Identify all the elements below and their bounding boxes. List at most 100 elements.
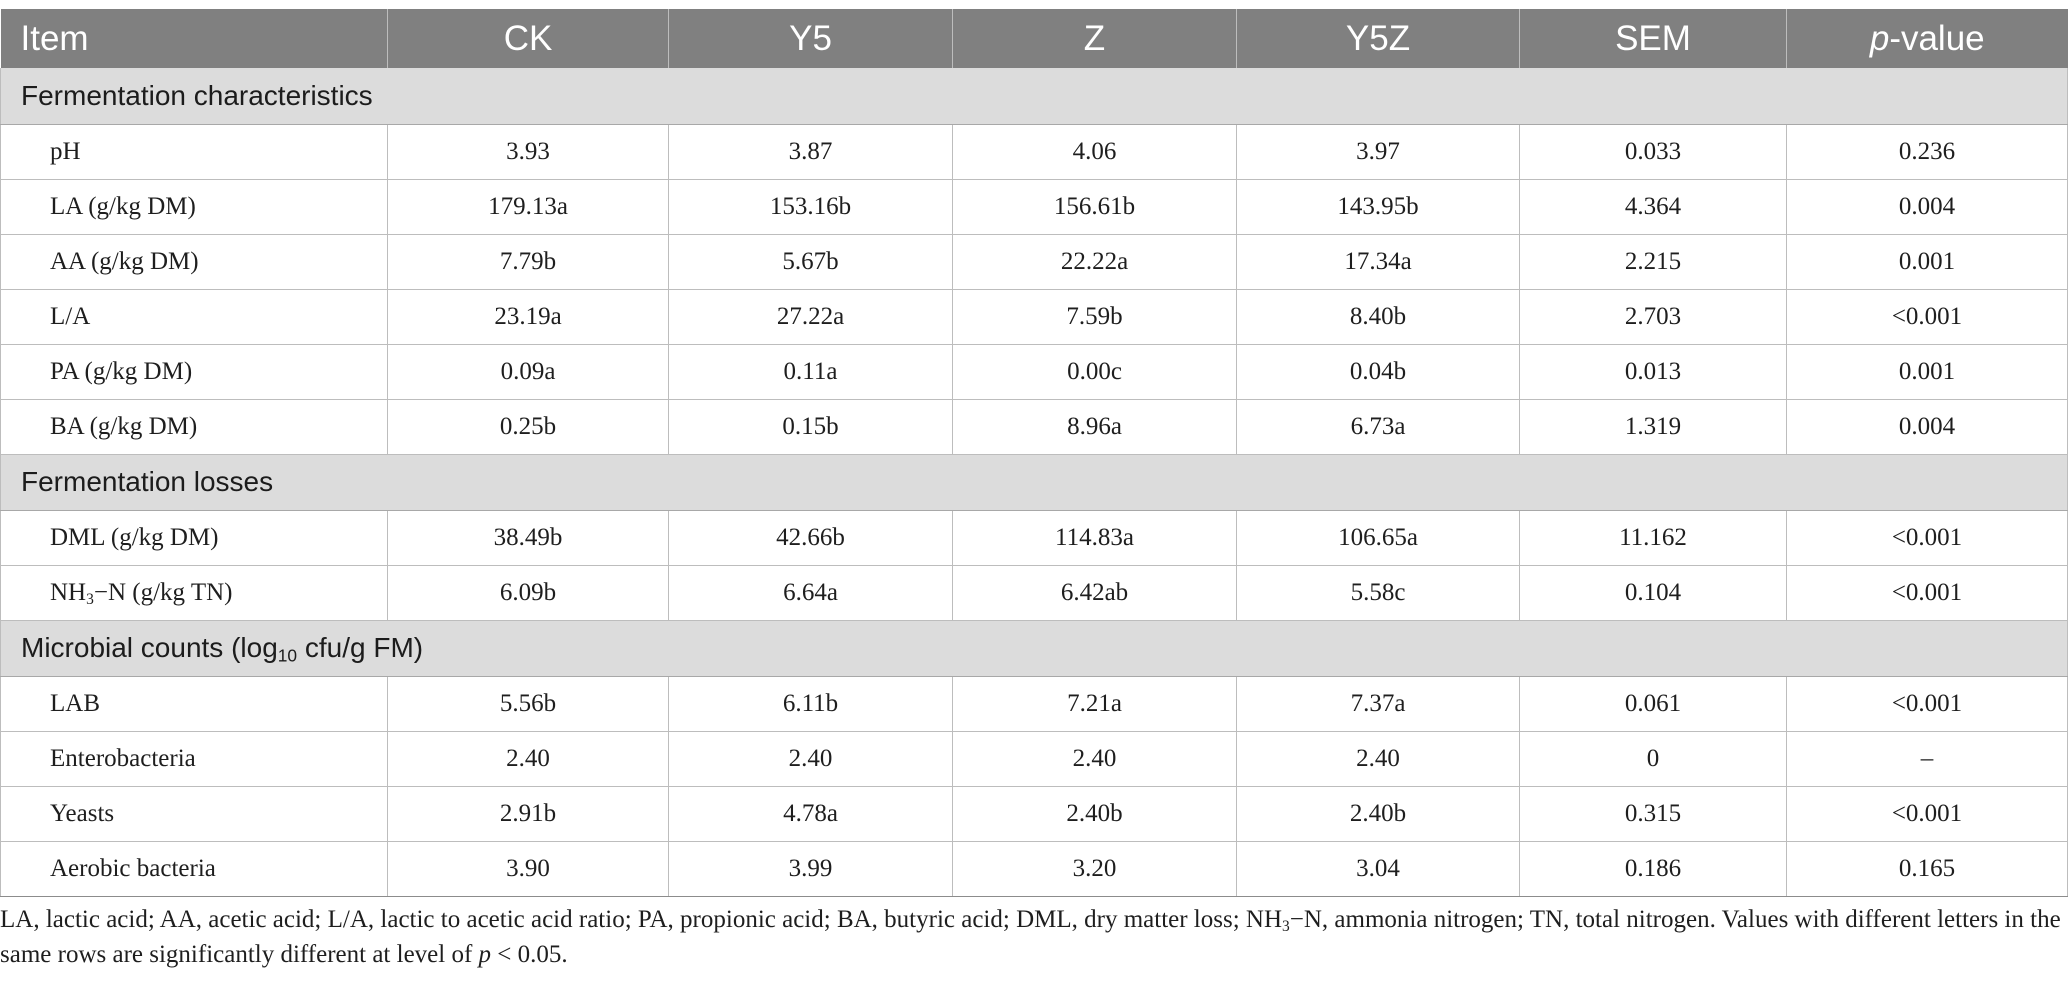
section-row: Microbial counts (log10 cfu/g FM): [0, 620, 2068, 677]
cell-y5: 3.99: [668, 840, 953, 897]
cell-sem: 1.319: [1519, 398, 1787, 455]
cell-z: 8.96a: [952, 398, 1237, 455]
cell-y5z: 0.04b: [1236, 343, 1520, 400]
cell-ck: 2.40: [387, 730, 669, 787]
row-label: Yeasts: [0, 785, 388, 842]
cell-z: 7.21a: [952, 675, 1237, 732]
cell-pvalue: <0.001: [1786, 675, 2068, 732]
row-label: Enterobacteria: [0, 730, 388, 787]
cell-pvalue: 0.236: [1786, 123, 2068, 180]
cell-pvalue: <0.001: [1786, 564, 2068, 621]
cell-z: 3.20: [952, 840, 1237, 897]
cell-ck: 0.25b: [387, 398, 669, 455]
table-row: AA (g/kg DM) 7.79b 5.67b 22.22a 17.34a 2…: [0, 233, 2068, 290]
column-header-ck: CK: [387, 9, 669, 68]
row-label: BA (g/kg DM): [0, 398, 388, 455]
column-header-y5z: Y5Z: [1236, 9, 1520, 68]
footnote-subscript: 3: [1282, 917, 1290, 935]
table-row: BA (g/kg DM) 0.25b 0.15b 8.96a 6.73a 1.3…: [0, 398, 2068, 455]
section-title-text: Microbial counts (log: [21, 632, 278, 663]
cell-pvalue: <0.001: [1786, 288, 2068, 345]
section-row: Fermentation characteristics: [0, 68, 2068, 125]
row-label: NH3−N (g/kg TN): [0, 564, 388, 621]
cell-y5z: 7.37a: [1236, 675, 1520, 732]
cell-sem: 4.364: [1519, 178, 1787, 235]
cell-pvalue: 0.001: [1786, 233, 2068, 290]
column-header-item: Item: [0, 9, 388, 68]
row-label: PA (g/kg DM): [0, 343, 388, 400]
footnote-text: LA, lactic acid; AA, acetic acid; L/A, l…: [0, 906, 1283, 933]
column-header-y5: Y5: [668, 9, 953, 68]
cell-ck: 3.93: [387, 123, 669, 180]
cell-y5z: 3.04: [1236, 840, 1520, 897]
row-label: AA (g/kg DM): [0, 233, 388, 290]
cell-y5z: 3.97: [1236, 123, 1520, 180]
cell-y5z: 2.40b: [1236, 785, 1520, 842]
column-header-sem: SEM: [1519, 9, 1787, 68]
cell-ck: 0.09a: [387, 343, 669, 400]
cell-sem: 0.013: [1519, 343, 1787, 400]
cell-y5z: 6.73a: [1236, 398, 1520, 455]
cell-ck: 2.91b: [387, 785, 669, 842]
cell-z: 114.83a: [952, 509, 1237, 566]
cell-y5: 3.87: [668, 123, 953, 180]
table-row: LA (g/kg DM) 179.13a 153.16b 156.61b 143…: [0, 178, 2068, 235]
row-label: LA (g/kg DM): [0, 178, 388, 235]
section-title: Fermentation characteristics: [0, 68, 2068, 125]
cell-y5z: 17.34a: [1236, 233, 1520, 290]
table-row: LAB 5.56b 6.11b 7.21a 7.37a 0.061 <0.001: [0, 675, 2068, 732]
cell-y5z: 5.58c: [1236, 564, 1520, 621]
section-title: Fermentation losses: [0, 454, 2068, 511]
table-row: PA (g/kg DM) 0.09a 0.11a 0.00c 0.04b 0.0…: [0, 343, 2068, 400]
cell-sem: 11.162: [1519, 509, 1787, 566]
cell-sem: 0.033: [1519, 123, 1787, 180]
cell-z: 2.40b: [952, 785, 1237, 842]
cell-sem: 2.215: [1519, 233, 1787, 290]
cell-y5z: 143.95b: [1236, 178, 1520, 235]
cell-y5: 42.66b: [668, 509, 953, 566]
cell-sem: 2.703: [1519, 288, 1787, 345]
column-header-pvalue: p-value: [1786, 9, 2068, 68]
cell-z: 6.42ab: [952, 564, 1237, 621]
cell-ck: 7.79b: [387, 233, 669, 290]
row-label: Aerobic bacteria: [0, 840, 388, 897]
row-label: DML (g/kg DM): [0, 509, 388, 566]
cell-ck: 38.49b: [387, 509, 669, 566]
cell-z: 156.61b: [952, 178, 1237, 235]
table-row: Enterobacteria 2.40 2.40 2.40 2.40 0 –: [0, 730, 2068, 787]
pvalue-italic-p: p: [1869, 18, 1890, 58]
table-row: L/A 23.19a 27.22a 7.59b 8.40b 2.703 <0.0…: [0, 288, 2068, 345]
cell-y5: 27.22a: [668, 288, 953, 345]
row-label: pH: [0, 123, 388, 180]
table-footnote: LA, lactic acid; AA, acetic acid; L/A, l…: [0, 902, 2066, 972]
cell-y5: 0.11a: [668, 343, 953, 400]
footnote-p-variable: p: [478, 941, 492, 968]
cell-y5: 0.15b: [668, 398, 953, 455]
footnote-text: < 0.05.: [491, 941, 568, 968]
cell-y5z: 2.40: [1236, 730, 1520, 787]
cell-sem: 0.315: [1519, 785, 1787, 842]
cell-y5: 6.64a: [668, 564, 953, 621]
cell-y5z: 8.40b: [1236, 288, 1520, 345]
cell-ck: 179.13a: [387, 178, 669, 235]
cell-pvalue: <0.001: [1786, 785, 2068, 842]
table-row: DML (g/kg DM) 38.49b 42.66b 114.83a 106.…: [0, 509, 2068, 566]
table-row: Aerobic bacteria 3.90 3.99 3.20 3.04 0.1…: [0, 840, 2068, 897]
cell-ck: 6.09b: [387, 564, 669, 621]
cell-z: 7.59b: [952, 288, 1237, 345]
row-label: L/A: [0, 288, 388, 345]
cell-y5z: 106.65a: [1236, 509, 1520, 566]
cell-ck: 5.56b: [387, 675, 669, 732]
cell-ck: 3.90: [387, 840, 669, 897]
cell-y5: 5.67b: [668, 233, 953, 290]
table-row: pH 3.93 3.87 4.06 3.97 0.033 0.236: [0, 123, 2068, 180]
cell-z: 4.06: [952, 123, 1237, 180]
cell-ck: 23.19a: [387, 288, 669, 345]
row-label: LAB: [0, 675, 388, 732]
cell-pvalue: –: [1786, 730, 2068, 787]
cell-y5: 6.11b: [668, 675, 953, 732]
cell-pvalue: <0.001: [1786, 509, 2068, 566]
cell-sem: 0.061: [1519, 675, 1787, 732]
subscript-formula: NH3−N (g/kg TN): [50, 578, 233, 608]
cell-sem: 0: [1519, 730, 1787, 787]
